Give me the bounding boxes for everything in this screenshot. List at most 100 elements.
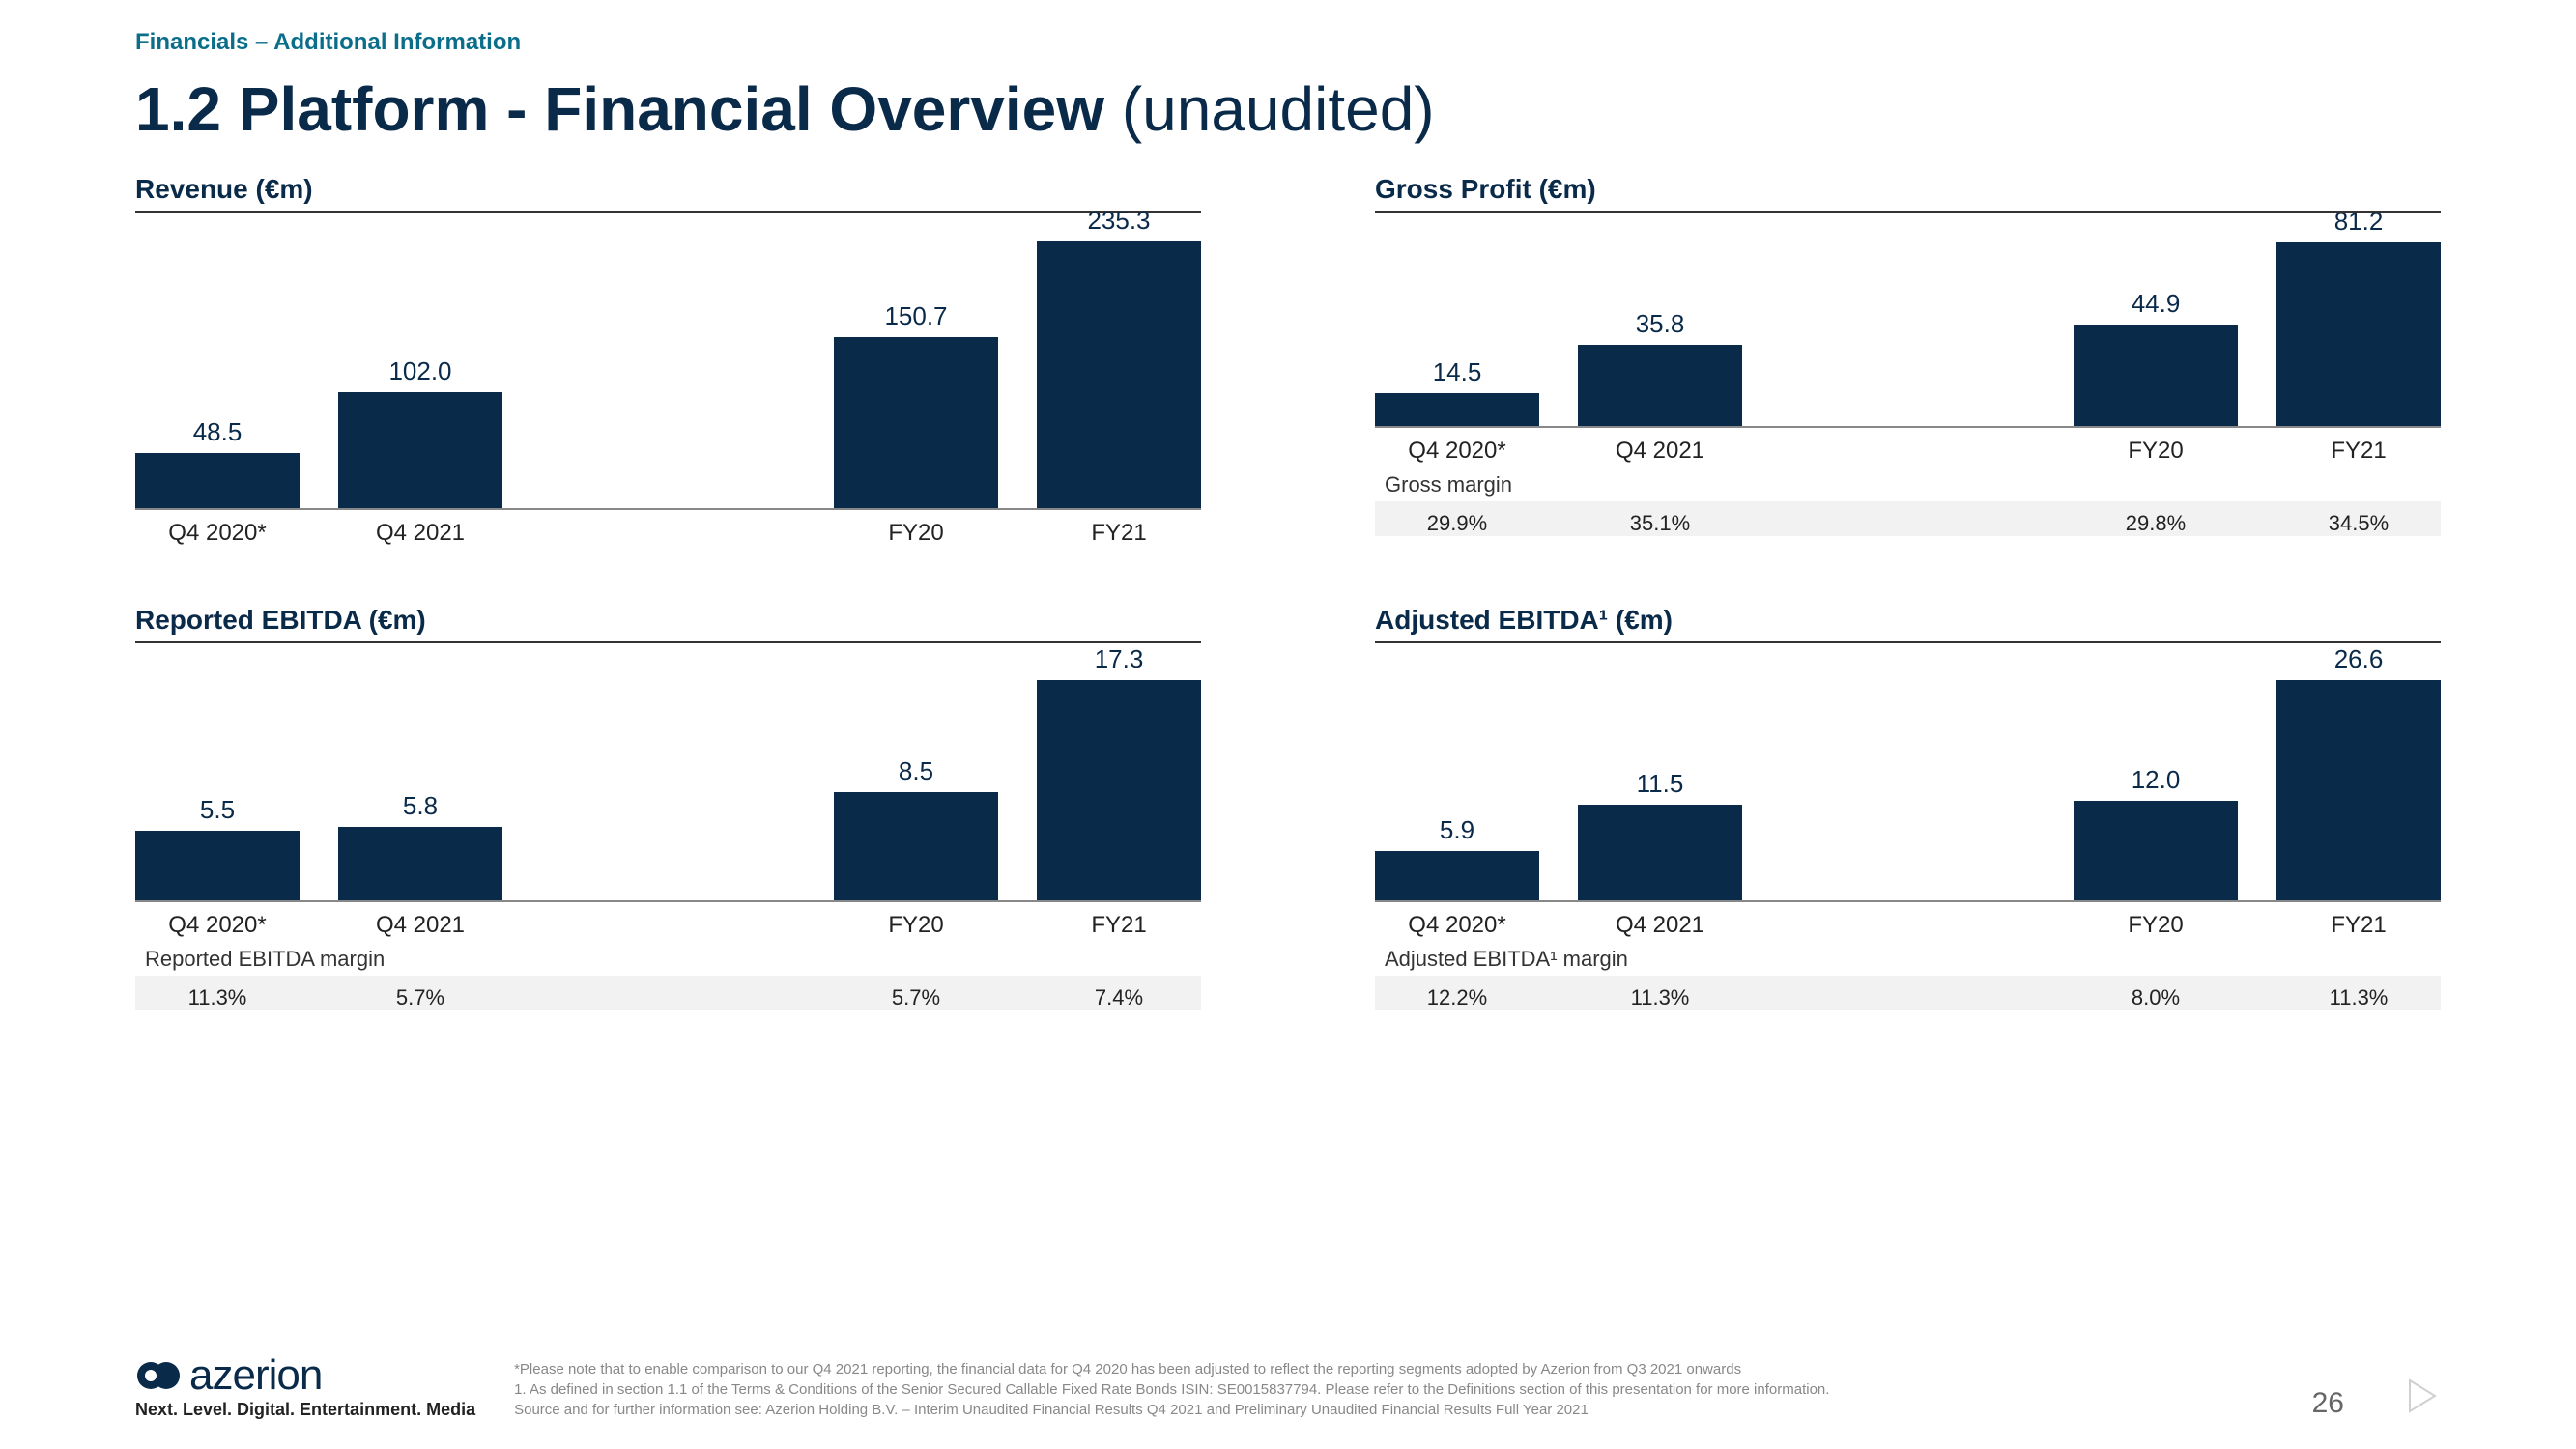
bar-slot: 81.2 — [2276, 207, 2441, 426]
charts-grid: Revenue (€m)48.5102.0150.7235.3Q4 2020*Q… — [135, 174, 2441, 1010]
x-label: Q4 2020* — [1375, 902, 1539, 939]
x-label: Q4 2020* — [1375, 428, 1539, 465]
footnotes: *Please note that to enable comparison t… — [514, 1359, 2274, 1420]
bar-value: 11.5 — [1637, 769, 1684, 799]
bar-value: 235.3 — [1087, 206, 1150, 236]
chart-2: Reported EBITDA (€m) 5.5 5.8 8.5 17.3 Q4 2020… — [135, 605, 1201, 1010]
bar-slot: 44.9 — [2074, 289, 2238, 426]
bar-slot: 26.6 — [2276, 644, 2441, 900]
margin-value: 11.3% — [135, 985, 300, 1010]
chart-area: 5.911.512.026.6 — [1375, 651, 2441, 902]
bar — [834, 337, 998, 508]
x-label: FY20 — [2074, 428, 2238, 465]
chart-0: Revenue (€m)48.5102.0150.7235.3Q4 2020*Q… — [135, 174, 1201, 547]
bar — [2074, 325, 2238, 426]
bar-slot: 235.3 — [1037, 206, 1201, 508]
bar-slot: 14.5 — [1375, 357, 1539, 426]
bar — [2276, 680, 2441, 900]
margin-value: 12.2% — [1375, 985, 1539, 1010]
x-label: Q4 2021 — [1578, 428, 1742, 465]
chart-area: 14.535.844.981.2 — [1375, 220, 2441, 428]
x-label: FY21 — [1037, 510, 1201, 547]
margin-label: Reported EBITDA margin — [135, 939, 1201, 976]
bar — [338, 827, 502, 900]
bar-value: 150.7 — [884, 301, 947, 331]
bar-value: 17.3 — [1095, 644, 1144, 674]
logo-block: azerion Next. Level. Digital. Entertainm… — [135, 1351, 475, 1420]
bar-slot: 5.8 — [338, 791, 502, 900]
x-label: FY21 — [2276, 902, 2441, 939]
margin-value: 8.0% — [2074, 985, 2238, 1010]
bar — [2276, 242, 2441, 426]
bar-value: 102.0 — [388, 356, 451, 386]
bar-value: 35.8 — [1636, 309, 1685, 339]
bar — [2074, 801, 2238, 900]
chart-title: Adjusted EBITDA¹ (€m) — [1375, 605, 2441, 643]
x-label: Q4 2020* — [135, 902, 300, 939]
next-page-icon[interactable] — [2402, 1377, 2441, 1420]
bar — [1375, 393, 1539, 426]
footnote-3: Source and for further information see: … — [514, 1400, 2274, 1420]
margin-value: 29.9% — [1375, 511, 1539, 536]
bar-slot: 11.5 — [1578, 769, 1742, 900]
bar — [834, 792, 998, 900]
chart-area: 5.55.88.517.3 — [135, 651, 1201, 902]
margin-value: 5.7% — [338, 985, 502, 1010]
x-label: Q4 2020* — [135, 510, 300, 547]
bar-slot: 8.5 — [834, 756, 998, 900]
bar-value: 5.9 — [1440, 815, 1474, 845]
bar-value: 8.5 — [899, 756, 933, 786]
margin-label: Adjusted EBITDA¹ margin — [1375, 939, 2441, 976]
margin-value: 35.1% — [1578, 511, 1742, 536]
bar-value: 5.5 — [200, 795, 235, 825]
page-title: 1.2 Platform - Financial Overview (unaud… — [135, 73, 2441, 145]
bar-value: 48.5 — [193, 417, 243, 447]
bar — [1037, 242, 1201, 508]
bar — [135, 453, 300, 508]
margin-value: 29.8% — [2074, 511, 2238, 536]
bar-slot: 102.0 — [338, 356, 502, 508]
bar — [135, 831, 300, 900]
x-label: FY20 — [2074, 902, 2238, 939]
margin-value: 34.5% — [2276, 511, 2441, 536]
x-label: Q4 2021 — [338, 902, 502, 939]
margin-value: 5.7% — [834, 985, 998, 1010]
bar-value: 44.9 — [2132, 289, 2181, 319]
bar-slot: 150.7 — [834, 301, 998, 508]
chart-1: Gross Profit (€m)14.535.844.981.2Q4 2020… — [1375, 174, 2441, 547]
azerion-logo-icon — [135, 1352, 182, 1399]
title-light: (unaudited) — [1104, 74, 1435, 144]
bar-slot: 48.5 — [135, 417, 300, 508]
bar-slot: 5.5 — [135, 795, 300, 900]
margin-row: 11.3% 5.7% 5.7% 7.4% — [135, 976, 1201, 1010]
footnote-2: 1. As defined in section 1.1 of the Term… — [514, 1379, 2274, 1400]
bar-value: 26.6 — [2334, 644, 2384, 674]
bar-slot: 5.9 — [1375, 815, 1539, 900]
section-label: Financials – Additional Information — [135, 29, 2441, 56]
bar — [1375, 851, 1539, 900]
chart-area: 48.5102.0150.7235.3 — [135, 220, 1201, 510]
bar-value: 81.2 — [2334, 207, 2384, 237]
bar — [1578, 345, 1742, 426]
bar-value: 5.8 — [403, 791, 438, 821]
bar — [338, 392, 502, 508]
margin-row: 12.2%11.3%8.0%11.3% — [1375, 976, 2441, 1010]
x-label: Q4 2021 — [1578, 902, 1742, 939]
x-label: Q4 2021 — [338, 510, 502, 547]
margin-value: 7.4% — [1037, 985, 1201, 1010]
bar — [1037, 680, 1201, 900]
x-label: FY20 — [834, 902, 998, 939]
page-number: 26 — [2312, 1387, 2344, 1420]
tagline: Next. Level. Digital. Entertainment. Med… — [135, 1400, 475, 1420]
title-bold: 1.2 Platform - Financial Overview — [135, 74, 1104, 144]
chart-title: Reported EBITDA (€m) — [135, 605, 1201, 643]
bar-slot: 17.3 — [1037, 644, 1201, 900]
logo-text: azerion — [189, 1351, 322, 1400]
bar-slot: 35.8 — [1578, 309, 1742, 426]
chart-3: Adjusted EBITDA¹ (€m)5.911.512.026.6Q4 2… — [1375, 605, 2441, 1010]
x-label: FY20 — [834, 510, 998, 547]
x-label: FY21 — [1037, 902, 1201, 939]
footnote-1: *Please note that to enable comparison t… — [514, 1359, 2274, 1379]
margin-label: Gross margin — [1375, 465, 2441, 501]
margin-value: 11.3% — [2276, 985, 2441, 1010]
